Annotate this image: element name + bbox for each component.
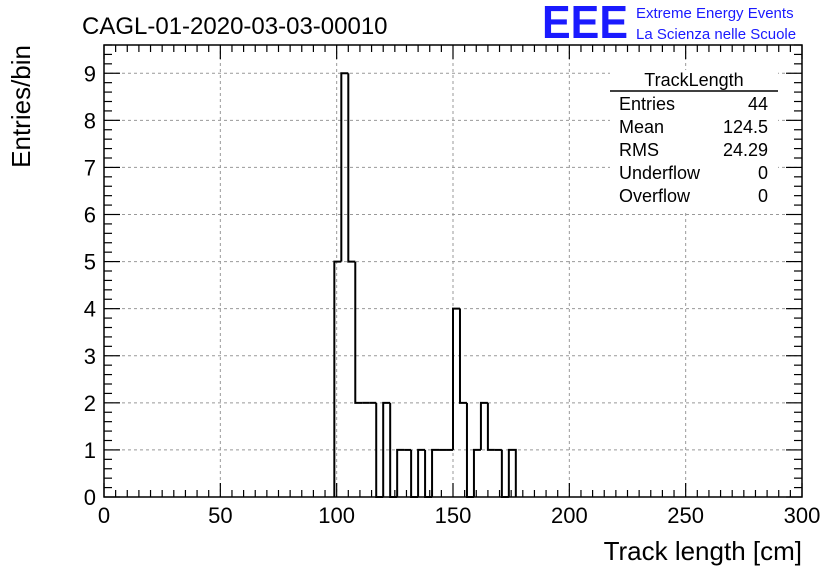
x-axis-label: Track length [cm] bbox=[604, 536, 802, 566]
y-tick-label: 1 bbox=[84, 438, 96, 463]
axis-ticks bbox=[103, 44, 803, 498]
histogram-bin bbox=[507, 448, 517, 497]
histogram-bin bbox=[396, 448, 405, 497]
histogram-bin bbox=[340, 72, 349, 262]
y-tick-label: 6 bbox=[84, 203, 96, 228]
y-tick-label: 8 bbox=[84, 108, 96, 133]
stats-label: RMS bbox=[619, 140, 659, 160]
histogram-bin bbox=[347, 73, 356, 263]
histogram-bin bbox=[500, 449, 509, 498]
histogram-bin bbox=[354, 261, 363, 404]
y-tick-label: 3 bbox=[84, 344, 96, 369]
stats-label: Entries bbox=[619, 94, 675, 114]
brand-line-2: La Scienza nelle Scuole bbox=[636, 26, 796, 43]
stats-value: 0 bbox=[758, 186, 768, 206]
y-tick-label: 4 bbox=[84, 297, 96, 322]
histogram-bin bbox=[424, 449, 433, 498]
stats-label: Overflow bbox=[619, 186, 691, 206]
histogram-bin bbox=[458, 308, 467, 404]
y-tick-label: 5 bbox=[84, 250, 96, 275]
y-tick-label: 2 bbox=[84, 391, 96, 416]
y-tick-label: 9 bbox=[84, 61, 96, 86]
histogram-bin bbox=[382, 401, 391, 497]
histogram-bin bbox=[486, 402, 495, 451]
histogram-bin bbox=[479, 401, 488, 450]
x-tick-label: 100 bbox=[318, 503, 355, 528]
run-title: CAGL-01-2020-03-03-00010 bbox=[82, 13, 388, 40]
histogram-bins bbox=[333, 72, 517, 498]
x-tick-label: 50 bbox=[208, 503, 232, 528]
eee-logo: EEE bbox=[542, 0, 628, 48]
stats-label: Underflow bbox=[619, 163, 701, 183]
x-tick-label: 250 bbox=[667, 503, 704, 528]
x-tick-label: 0 bbox=[98, 503, 110, 528]
histogram-bin bbox=[472, 448, 481, 497]
x-tick-label: 200 bbox=[551, 503, 588, 528]
stats-value: 124.5 bbox=[723, 117, 768, 137]
stats-label: Mean bbox=[619, 117, 664, 137]
histogram-bin bbox=[452, 307, 460, 450]
histogram-bin bbox=[333, 260, 342, 497]
histogram-bin bbox=[431, 448, 440, 497]
y-tick-label: 7 bbox=[84, 155, 96, 180]
x-tick-label: 150 bbox=[435, 503, 472, 528]
x-tick-label: 300 bbox=[784, 503, 821, 528]
y-tick-label: 0 bbox=[84, 485, 96, 510]
brand-line-1: Extreme Energy Events bbox=[636, 5, 794, 22]
histogram-bin bbox=[410, 449, 419, 498]
histogram-bin bbox=[417, 448, 426, 497]
stats-value: 44 bbox=[748, 94, 768, 114]
stats-box: TrackLength Entries 44 Mean 124.5 RMS 24… bbox=[610, 70, 778, 210]
y-axis-label: Entries/bin bbox=[6, 45, 36, 168]
stats-value: 24.29 bbox=[723, 140, 768, 160]
tick-labels: 0 50 100 150 200 250 300 0 1 2 3 4 5 6 7 8 9 bbox=[84, 61, 821, 528]
stats-title: TrackLength bbox=[644, 70, 743, 90]
stats-value: 0 bbox=[758, 163, 768, 183]
